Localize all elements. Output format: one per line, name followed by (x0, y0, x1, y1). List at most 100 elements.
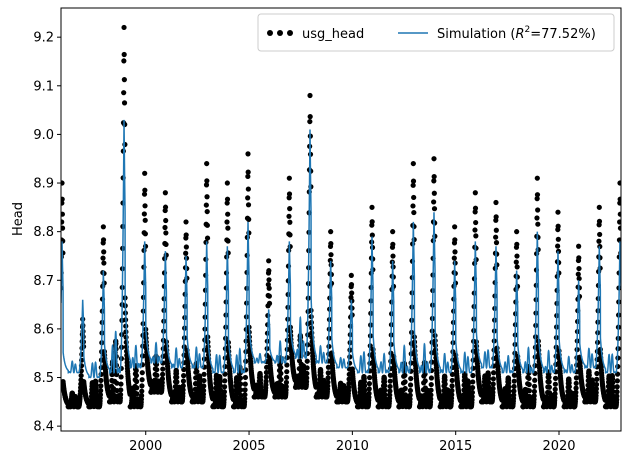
usg-head-point (387, 372, 394, 378)
usg-head-point (390, 253, 396, 259)
usg-head-point (224, 219, 230, 225)
usg-head-point (596, 204, 602, 210)
usg-head-point (121, 24, 127, 31)
usg-head-point (490, 385, 496, 392)
usg-head-point (428, 387, 434, 393)
usg-head-point (576, 265, 582, 272)
usg-head-point (242, 392, 248, 398)
usg-head-point (555, 243, 561, 249)
usg-head-point (514, 241, 520, 247)
usg-head-point (200, 391, 207, 397)
usg-head-point (217, 387, 224, 393)
usg-head-point (174, 379, 180, 385)
usg-head-point (163, 241, 169, 248)
usg-head-point (514, 253, 520, 259)
usg-head-point (573, 389, 579, 395)
usg-head-point (387, 383, 393, 390)
usg-head-point (361, 379, 368, 385)
usg-head-point (139, 388, 145, 394)
usg-head-point (555, 223, 561, 229)
usg-head-point (490, 376, 496, 382)
usg-head-point (431, 206, 438, 212)
usg-head-point (366, 375, 373, 381)
usg-head-point (552, 381, 558, 387)
usg-head-point (534, 192, 541, 198)
usg-head-point (242, 396, 248, 402)
usg-head-point (410, 182, 416, 188)
usg-head-point (576, 255, 582, 261)
usg-head-point (473, 219, 479, 226)
usg-head-point (469, 393, 475, 400)
usg-head-point (593, 390, 599, 396)
usg-head-point (100, 255, 106, 261)
usg-head-point (183, 250, 189, 256)
usg-head-point (511, 388, 517, 394)
usg-head-point (526, 375, 532, 382)
usg-head-point (402, 372, 408, 378)
usg-head-point (101, 249, 107, 255)
usg-head-point (266, 268, 272, 274)
usg-head-point (610, 389, 616, 395)
usg-head-point (266, 300, 273, 306)
usg-head-point (139, 383, 145, 389)
usg-head-point (138, 396, 145, 402)
usg-head-point (162, 204, 169, 210)
usg-head-point (286, 195, 292, 201)
usg-head-point (349, 290, 355, 296)
usg-head-point (617, 219, 621, 225)
usg-head-point (594, 376, 600, 382)
usg-head-point (617, 196, 621, 202)
legend-label-simulation-suffix: =77.52%) (530, 27, 596, 42)
usg-head-point (183, 244, 189, 250)
usg-head-point (101, 260, 107, 266)
usg-head-point (224, 180, 230, 186)
usg-head-point (180, 387, 186, 393)
usg-head-point (139, 377, 145, 383)
usg-head-point (245, 186, 251, 192)
usg-head-point (449, 388, 455, 394)
usg-head-point (493, 214, 499, 220)
usg-head-point (134, 378, 140, 385)
usg-head-point (224, 196, 231, 202)
usg-head-point (278, 364, 284, 371)
usg-head-point (217, 379, 223, 385)
usg-head-point (614, 393, 620, 399)
legend-box (257, 13, 615, 52)
usg-head-point (511, 392, 517, 398)
usg-head-series (61, 24, 621, 410)
usg-head-point (610, 384, 616, 390)
usg-head-point (546, 384, 552, 390)
usg-head-point (407, 392, 413, 398)
legend-label-simulation-symbol: R (515, 27, 524, 42)
usg-head-point (61, 196, 65, 202)
usg-head-point (117, 391, 124, 398)
y-tick-label: 8.9 (33, 177, 54, 192)
usg-head-point (369, 232, 375, 238)
usg-head-point (98, 383, 104, 389)
usg-head-point (142, 231, 148, 237)
usg-head-point (506, 388, 512, 394)
usg-head-point (366, 394, 372, 400)
usg-head-point (238, 381, 244, 387)
usg-head-point (490, 389, 496, 395)
legend-item-usg-head: usg_head (267, 27, 364, 42)
usg-head-point (535, 221, 541, 227)
usg-head-point (141, 211, 147, 217)
usg-head-point (610, 393, 616, 399)
usg-head-point (238, 387, 244, 393)
usg-head-point (123, 334, 129, 340)
usg-head-point (469, 385, 476, 391)
usg-head-point (142, 203, 148, 209)
usg-head-point (449, 377, 455, 384)
usg-head-point (470, 379, 476, 385)
usg-head-point (138, 393, 145, 399)
usg-head-point (318, 373, 324, 379)
usg-head-point (526, 381, 532, 388)
usg-head-point (194, 368, 200, 375)
usg-head-point (263, 369, 270, 376)
y-axis: 8.4 8.5 8.6 8.7 8.8 8.9 9.0 9.1 9.2 (33, 31, 61, 435)
usg-head-point (237, 375, 244, 381)
usg-head-point (506, 380, 512, 386)
usg-head-point (242, 387, 248, 393)
usg-head-point (596, 218, 603, 224)
